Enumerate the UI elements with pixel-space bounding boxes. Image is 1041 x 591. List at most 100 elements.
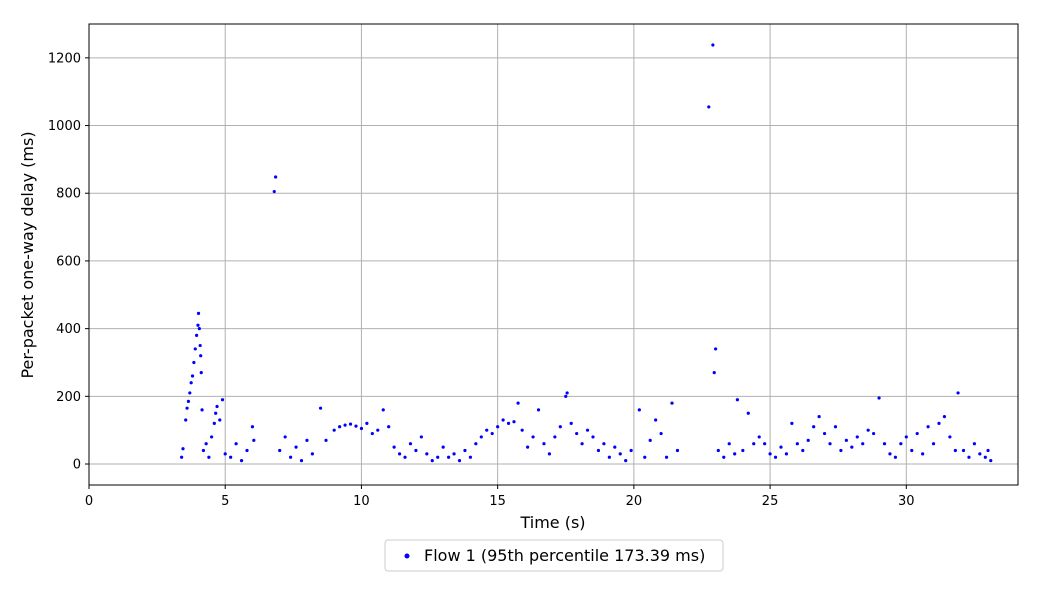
data-point [733,452,737,456]
data-point [189,381,193,385]
data-point [844,438,848,442]
data-point [752,442,756,446]
data-point [602,442,606,446]
data-point [215,404,219,409]
data-point [664,455,669,459]
data-point [727,442,731,446]
data-point [354,424,358,428]
data-point [961,448,966,453]
data-point [967,455,971,459]
data-point [332,428,336,432]
grid-lines [89,24,1018,485]
data-point [763,442,767,446]
data-point [850,445,854,449]
data-point [735,398,739,402]
data-point [185,406,189,410]
data-point [531,435,535,439]
data-point [795,442,799,446]
data-point [942,415,947,419]
data-point [978,452,982,456]
plot-frame [88,23,1019,486]
data-point [212,421,216,425]
x-axis-ticks: 0 5 10 15 20 25 30 [85,485,915,509]
data-point [436,455,440,459]
y-axis-ticks: 0 200 400 600 800 1000 1200 [48,51,89,473]
data-point [199,371,203,375]
data-point [234,442,238,446]
data-point [365,421,369,425]
data-point [289,455,293,459]
data-point [278,448,282,453]
data-point [294,445,298,449]
data-point [768,452,772,456]
data-point [430,459,434,463]
data-point [387,425,391,429]
data-point [624,459,628,463]
data-point [520,428,524,432]
data-point [196,311,201,315]
data-point [180,455,184,459]
data-point [596,448,601,453]
data-point [716,448,720,453]
data-point [877,396,881,400]
data-point [779,445,783,449]
data-point [198,343,202,348]
data-point [956,391,960,395]
data-point [648,438,652,442]
data-point [408,442,413,446]
data-point [773,455,778,459]
data-point [806,438,810,442]
data-point [872,431,876,436]
data-point [299,459,304,463]
data-point [250,425,255,429]
legend-box [384,539,724,572]
x-tick-label: 30 [898,494,915,509]
legend-label: Flow 1 (95th percentile 173.39 ms) [424,546,705,565]
data-point [479,435,483,439]
data-point [318,406,323,410]
legend-marker [404,553,410,559]
x-tick-label: 15 [489,494,506,509]
data-point [245,448,249,453]
y-axis-title: Per-packet one-way delay (ms) [18,131,37,378]
data-point [659,431,663,436]
data-point [199,354,203,358]
data-point [565,391,569,395]
data-point [542,442,546,446]
data-point [252,438,256,442]
x-tick-label: 25 [762,494,779,509]
data-point [272,189,276,194]
data-point [926,425,930,429]
data-point [343,423,347,427]
data-point [229,455,233,459]
data-point [425,452,429,456]
data-point [274,175,278,179]
data-point [607,455,611,459]
data-point [496,425,500,429]
data-point [512,420,516,424]
data-point [184,418,188,422]
data-point [746,411,750,415]
data-point [463,448,467,453]
y-tick-label: 200 [56,390,81,405]
data-point [468,455,473,459]
data-point [214,411,218,415]
data-point [817,415,821,419]
y-tick-label: 400 [56,322,81,337]
data-point [904,435,908,439]
data-point [986,448,990,453]
data-point [828,442,832,446]
data-point [376,428,380,432]
data-point [833,425,838,429]
data-point [972,442,977,446]
data-point [485,428,489,432]
data-point [193,347,197,351]
data-point [585,428,590,432]
data-point [670,401,674,405]
data-point [188,391,192,395]
data-point [447,455,451,459]
data-point [370,431,374,436]
data-point [186,399,191,403]
y-tick-label: 800 [56,187,81,202]
